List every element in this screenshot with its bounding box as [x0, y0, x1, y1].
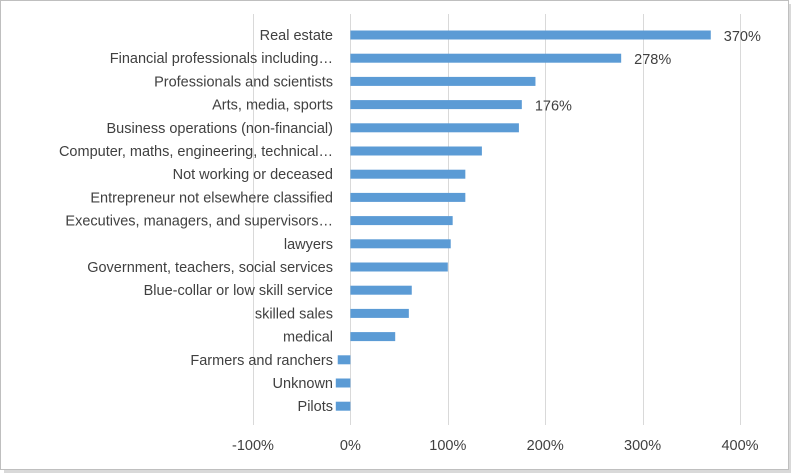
category-label: Farmers and ranchers	[190, 353, 333, 369]
bar	[350, 100, 522, 110]
bar	[350, 332, 396, 342]
category-label: Entrepreneur not elsewhere classified	[90, 190, 333, 206]
category-label: medical	[283, 330, 333, 346]
category-label: Arts, media, sports	[212, 98, 333, 114]
category-label: Financial professionals including…	[110, 51, 333, 67]
x-tick-label: 100%	[429, 438, 466, 454]
category-label: Business operations (non-financial)	[107, 121, 334, 137]
category-label: skilled sales	[255, 306, 333, 322]
bar	[350, 53, 622, 63]
data-labels: 370% 278% 176%	[535, 29, 761, 115]
bars	[335, 30, 711, 411]
data-label: 278%	[634, 52, 671, 68]
data-label: 176%	[535, 99, 572, 115]
category-label: lawyers	[284, 237, 333, 253]
data-label: 370%	[724, 29, 761, 45]
x-tick-label: 300%	[624, 438, 661, 454]
x-tick-label: 400%	[721, 438, 758, 454]
category-label: Unknown	[273, 376, 333, 392]
bar	[335, 401, 351, 411]
category-label: Professionals and scientists	[154, 74, 333, 90]
bar	[350, 30, 711, 40]
category-label: Computer, maths, engineering, technical…	[59, 144, 333, 160]
x-tick-label: -100%	[232, 438, 274, 454]
bar	[350, 285, 412, 295]
bar	[350, 146, 482, 156]
category-label: Executives, managers, and supervisors…	[65, 214, 333, 230]
category-label: Blue-collar or low skill service	[144, 283, 333, 299]
category-label: Real estate	[260, 28, 333, 44]
category-label: Government, teachers, social services	[87, 260, 333, 276]
frame-shadow-bottom	[4, 470, 791, 473]
bar	[350, 192, 466, 202]
x-tick-label: 0%	[340, 438, 361, 454]
bar	[350, 123, 519, 133]
x-axis-tick-labels: -100% 0% 100% 200% 300% 400%	[232, 438, 759, 454]
bar	[350, 262, 448, 272]
x-tick-label: 200%	[527, 438, 564, 454]
category-label: Not working or deceased	[173, 167, 333, 183]
bar	[350, 169, 466, 179]
bar	[350, 308, 409, 318]
frame-shadow-right	[789, 4, 791, 472]
category-label: Pilots	[298, 399, 333, 415]
bar	[335, 378, 351, 388]
bar	[350, 76, 536, 86]
bar	[350, 216, 453, 226]
category-labels: Real estate Financial professionals inclu…	[59, 28, 333, 415]
bar	[337, 355, 351, 365]
bar	[350, 239, 451, 249]
